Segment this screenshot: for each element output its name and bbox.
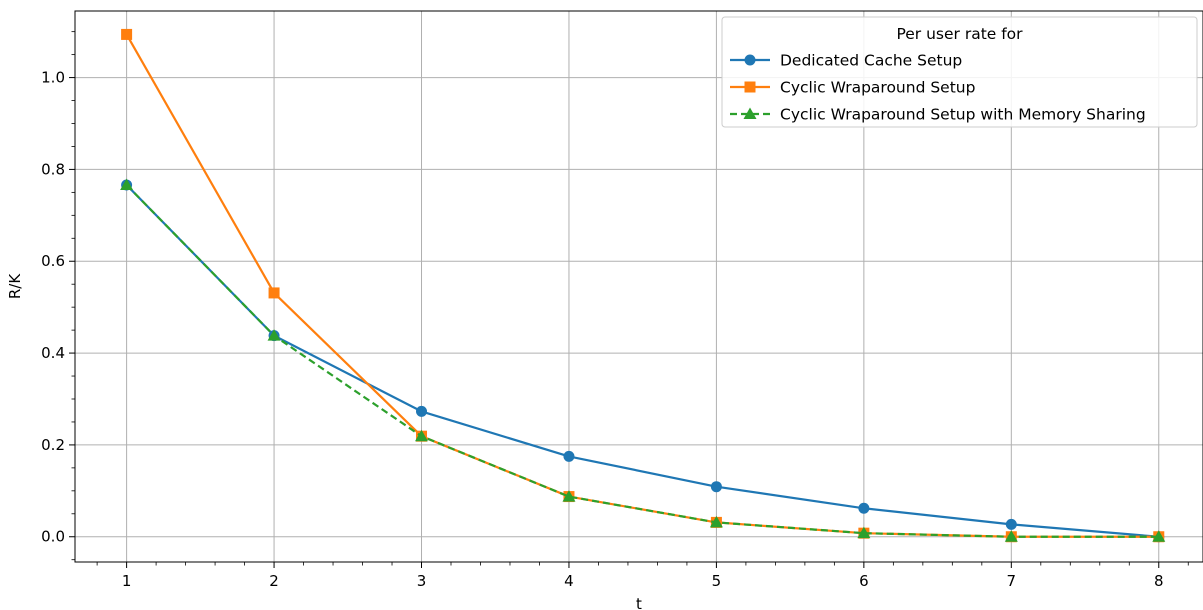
- legend-entry: Cyclic Wraparound Setup with Memory Shar…: [730, 106, 1146, 124]
- y-tick-label: 0.2: [41, 436, 65, 454]
- x-tick-label: 6: [859, 572, 869, 590]
- data-point: [267, 329, 281, 341]
- data-point: [415, 429, 429, 442]
- legend-label: Cyclic Wraparound Setup with Memory Shar…: [780, 106, 1146, 124]
- data-point: [563, 450, 575, 462]
- series-layer: [120, 28, 1166, 543]
- data-point: [1005, 518, 1017, 530]
- legend-marker: [743, 107, 757, 119]
- x-tick-label: 8: [1154, 572, 1164, 590]
- legend-marker: [744, 54, 756, 66]
- axes-frame: [74, 10, 1203, 563]
- x-tick-label: 7: [1007, 572, 1017, 590]
- legend-box: [721, 16, 1198, 128]
- series-line: [125, 184, 1159, 538]
- data-point: [562, 490, 576, 502]
- y-tick-label: 0.0: [41, 528, 65, 546]
- y-axis-label: R/K: [6, 273, 24, 299]
- axis-ticks: 1 2 3 4 5 6 7 8 0.0 0.2 0.4 0.6 0.8 1.0: [41, 31, 1189, 590]
- series-1: [121, 179, 1165, 543]
- data-point: [1004, 530, 1018, 542]
- data-point: [858, 502, 870, 514]
- series-line: [125, 184, 1159, 538]
- x-tick-label: 1: [122, 572, 132, 590]
- data-point: [857, 526, 871, 539]
- legend-title: Per user rate for: [896, 25, 1023, 43]
- data-point: [416, 405, 428, 417]
- data-point: [709, 515, 723, 528]
- data-point: [121, 28, 133, 40]
- x-tick-label: 2: [269, 572, 279, 590]
- legend-label: Cyclic Wraparound Setup: [780, 79, 975, 97]
- y-tick-label: 1.0: [41, 69, 65, 87]
- legend-label: Dedicated Cache Setup: [780, 52, 962, 70]
- data-point: [1152, 530, 1166, 542]
- data-point: [710, 481, 722, 493]
- legend-entries: Dedicated Cache Setup Cyclic Wraparound S…: [730, 52, 1146, 124]
- x-tick-label: 4: [564, 572, 574, 590]
- legend-entry: Dedicated Cache Setup: [730, 52, 962, 70]
- legend: Per user rate for Dedicated Cache Setup C…: [721, 16, 1198, 128]
- data-point: [268, 287, 280, 299]
- data-point: [120, 178, 134, 191]
- legend-entry: Cyclic Wraparound Setup: [730, 79, 975, 97]
- x-axis-label: t: [636, 595, 642, 610]
- legend-marker: [744, 81, 756, 93]
- x-tick-label: 3: [417, 572, 427, 590]
- y-tick-label: 0.8: [41, 160, 65, 178]
- series-3: [120, 178, 1166, 542]
- y-tick-label: 0.4: [41, 344, 65, 362]
- y-tick-label: 0.6: [41, 252, 65, 270]
- x-tick-label: 5: [712, 572, 722, 590]
